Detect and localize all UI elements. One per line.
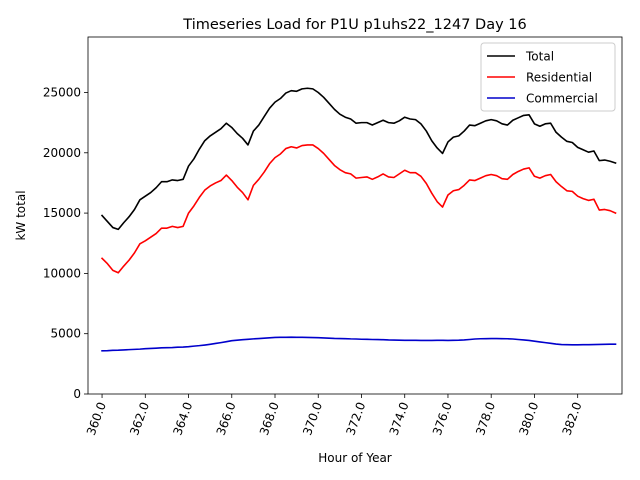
y-tick-label: 15000 (43, 206, 81, 220)
y-tick-label: 10000 (43, 266, 81, 280)
y-axis: 0 5000 10000 15000 20000 25000 (43, 85, 88, 401)
legend-label-total: Total (525, 50, 554, 64)
legend-label-commercial: Commercial (526, 92, 598, 106)
legend-label-residential: Residential (526, 71, 592, 85)
y-tick-label: 0 (73, 387, 81, 401)
y-tick-label: 5000 (50, 327, 81, 341)
y-axis-label: kW total (14, 190, 28, 240)
series-line-total (100, 87, 617, 231)
series-lines (100, 87, 617, 352)
series-line-commercial (101, 336, 617, 352)
legend: Total Residential Commercial (480, 42, 616, 112)
x-axis-label: Hour of Year (318, 451, 392, 465)
series-line-residential (100, 144, 617, 274)
y-tick-label: 25000 (43, 85, 81, 99)
legend-box (480, 42, 616, 112)
y-tick-label: 20000 (43, 146, 81, 160)
chart-title: Timeseries Load for P1U p1uhs22_1247 Day… (182, 17, 526, 33)
